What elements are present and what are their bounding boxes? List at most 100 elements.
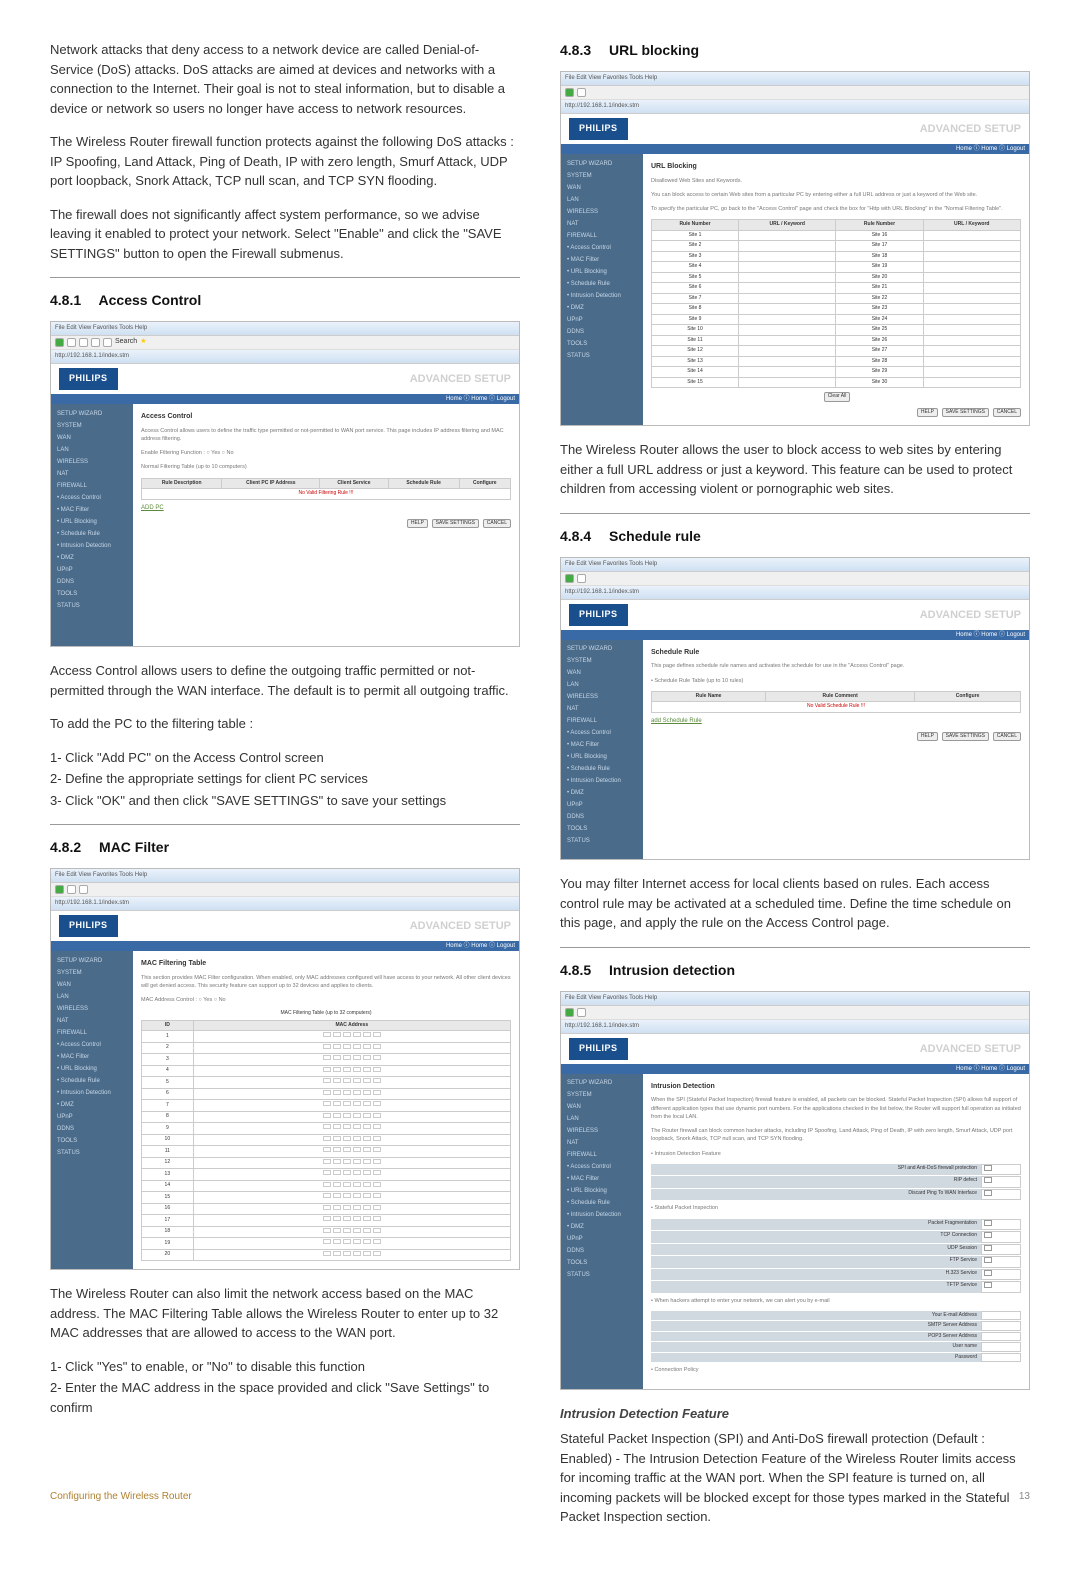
sidebar-item[interactable]: FIREWALL: [561, 1150, 643, 1162]
row-checkbox[interactable]: [981, 1189, 1021, 1201]
sidebar-item[interactable]: FIREWALL: [561, 230, 643, 242]
sidebar-item[interactable]: UPnP: [51, 564, 133, 576]
sidebar-item[interactable]: • Intrusion Detection: [51, 540, 133, 552]
row-checkbox[interactable]: [981, 1164, 1021, 1176]
sidebar-item[interactable]: UPnP: [561, 314, 643, 326]
row-checkbox[interactable]: [981, 1244, 1021, 1256]
clear-button[interactable]: Clear All: [824, 392, 851, 402]
sidebar-item[interactable]: • Schedule Rule: [561, 764, 643, 776]
sidebar-item[interactable]: • DMZ: [51, 1099, 133, 1111]
sidebar-item[interactable]: • MAC Filter: [561, 1174, 643, 1186]
sidebar-item[interactable]: STATUS: [561, 1270, 643, 1282]
sidebar-item[interactable]: • URL Blocking: [51, 1063, 133, 1075]
filter-toggle[interactable]: Enable Filtering Function : ○ Yes ○ No: [141, 449, 511, 457]
back-icon[interactable]: [565, 88, 574, 97]
sidebar-item[interactable]: NAT: [51, 468, 133, 480]
address-bar[interactable]: http://192.168.1.1/index.stm: [561, 1020, 1029, 1034]
forward-icon[interactable]: [577, 574, 586, 583]
row-checkbox[interactable]: [981, 1269, 1021, 1281]
row-checkbox[interactable]: [981, 1219, 1021, 1231]
sidebar-item[interactable]: DDNS: [561, 812, 643, 824]
sidebar-item[interactable]: TOOLS: [51, 588, 133, 600]
sidebar-item[interactable]: • MAC Filter: [51, 1051, 133, 1063]
sidebar-item[interactable]: SYSTEM: [561, 170, 643, 182]
sidebar-item[interactable]: TOOLS: [561, 338, 643, 350]
address-bar[interactable]: http://192.168.1.1/index.stm: [51, 350, 519, 364]
sidebar-item[interactable]: TOOLS: [561, 824, 643, 836]
forward-icon[interactable]: [577, 1008, 586, 1017]
sidebar-item[interactable]: WIRELESS: [561, 692, 643, 704]
sidebar-item[interactable]: STATUS: [561, 350, 643, 362]
sidebar-item[interactable]: WIRELESS: [51, 456, 133, 468]
sidebar-item[interactable]: SETUP WIZARD: [561, 1078, 643, 1090]
sidebar-item[interactable]: WAN: [51, 979, 133, 991]
save-button[interactable]: SAVE SETTINGS: [942, 408, 989, 418]
sidebar-item[interactable]: NAT: [51, 1015, 133, 1027]
sidebar-item[interactable]: SETUP WIZARD: [561, 158, 643, 170]
row-checkbox[interactable]: [981, 1256, 1021, 1268]
sidebar-item[interactable]: STATUS: [51, 600, 133, 612]
sidebar-item[interactable]: FIREWALL: [561, 716, 643, 728]
save-button[interactable]: SAVE SETTINGS: [942, 732, 989, 742]
back-icon[interactable]: [55, 338, 64, 347]
row-input[interactable]: [981, 1311, 1021, 1321]
help-button[interactable]: HELP: [917, 732, 938, 742]
sidebar-item[interactable]: • Schedule Rule: [561, 278, 643, 290]
sidebar-item[interactable]: LAN: [561, 680, 643, 692]
sidebar-item[interactable]: • Intrusion Detection: [561, 1210, 643, 1222]
add-pc-link[interactable]: ADD PC: [141, 504, 511, 513]
forward-icon[interactable]: [577, 88, 586, 97]
stop-icon[interactable]: [79, 338, 88, 347]
sidebar-item[interactable]: DDNS: [561, 326, 643, 338]
sidebar-item[interactable]: WAN: [561, 1102, 643, 1114]
sidebar-item[interactable]: • Schedule Rule: [51, 1075, 133, 1087]
sidebar-item[interactable]: • URL Blocking: [51, 516, 133, 528]
home-icon[interactable]: [79, 885, 88, 894]
sidebar-item[interactable]: LAN: [561, 1114, 643, 1126]
sidebar-item[interactable]: UPnP: [51, 1111, 133, 1123]
forward-icon[interactable]: [67, 885, 76, 894]
refresh-icon[interactable]: [91, 338, 100, 347]
sidebar-item[interactable]: • URL Blocking: [561, 1186, 643, 1198]
sidebar-item[interactable]: SYSTEM: [561, 1090, 643, 1102]
row-checkbox[interactable]: [981, 1231, 1021, 1243]
mac-toggle[interactable]: MAC Address Control : ○ Yes ○ No: [141, 996, 511, 1004]
sidebar-item[interactable]: • Access Control: [51, 492, 133, 504]
sidebar-item[interactable]: • Intrusion Detection: [561, 776, 643, 788]
sidebar-item[interactable]: • DMZ: [561, 302, 643, 314]
sidebar-item[interactable]: UPnP: [561, 1234, 643, 1246]
row-checkbox[interactable]: [981, 1281, 1021, 1293]
row-input[interactable]: [981, 1321, 1021, 1331]
sidebar-item[interactable]: NAT: [561, 1138, 643, 1150]
sidebar-item[interactable]: DDNS: [561, 1246, 643, 1258]
help-button[interactable]: HELP: [407, 519, 428, 529]
favorites-icon[interactable]: ★: [140, 337, 146, 348]
sidebar-item[interactable]: LAN: [51, 991, 133, 1003]
sidebar-item[interactable]: LAN: [561, 194, 643, 206]
sidebar-item[interactable]: FIREWALL: [51, 480, 133, 492]
sidebar-item[interactable]: • MAC Filter: [561, 254, 643, 266]
back-icon[interactable]: [565, 574, 574, 583]
sidebar-item[interactable]: SETUP WIZARD: [51, 408, 133, 420]
sidebar-item[interactable]: SYSTEM: [51, 967, 133, 979]
sidebar-item[interactable]: TOOLS: [561, 1258, 643, 1270]
sidebar-item[interactable]: • Access Control: [51, 1039, 133, 1051]
sidebar-item[interactable]: FIREWALL: [51, 1027, 133, 1039]
sidebar-item[interactable]: UPnP: [561, 800, 643, 812]
sidebar-item[interactable]: • MAC Filter: [561, 740, 643, 752]
back-icon[interactable]: [565, 1008, 574, 1017]
row-input[interactable]: [981, 1332, 1021, 1342]
sidebar-item[interactable]: • URL Blocking: [561, 752, 643, 764]
sidebar-item[interactable]: • URL Blocking: [561, 266, 643, 278]
sidebar-item[interactable]: SETUP WIZARD: [51, 955, 133, 967]
sidebar-item[interactable]: TOOLS: [51, 1135, 133, 1147]
sidebar-item[interactable]: DDNS: [51, 576, 133, 588]
help-button[interactable]: HELP: [917, 408, 938, 418]
sidebar-item[interactable]: • Schedule Rule: [561, 1198, 643, 1210]
sidebar-item[interactable]: WAN: [561, 668, 643, 680]
sidebar-item[interactable]: NAT: [561, 704, 643, 716]
row-input[interactable]: [981, 1353, 1021, 1363]
sidebar-item[interactable]: WAN: [561, 182, 643, 194]
save-button[interactable]: SAVE SETTINGS: [432, 519, 479, 529]
cancel-button[interactable]: CANCEL: [993, 408, 1021, 418]
